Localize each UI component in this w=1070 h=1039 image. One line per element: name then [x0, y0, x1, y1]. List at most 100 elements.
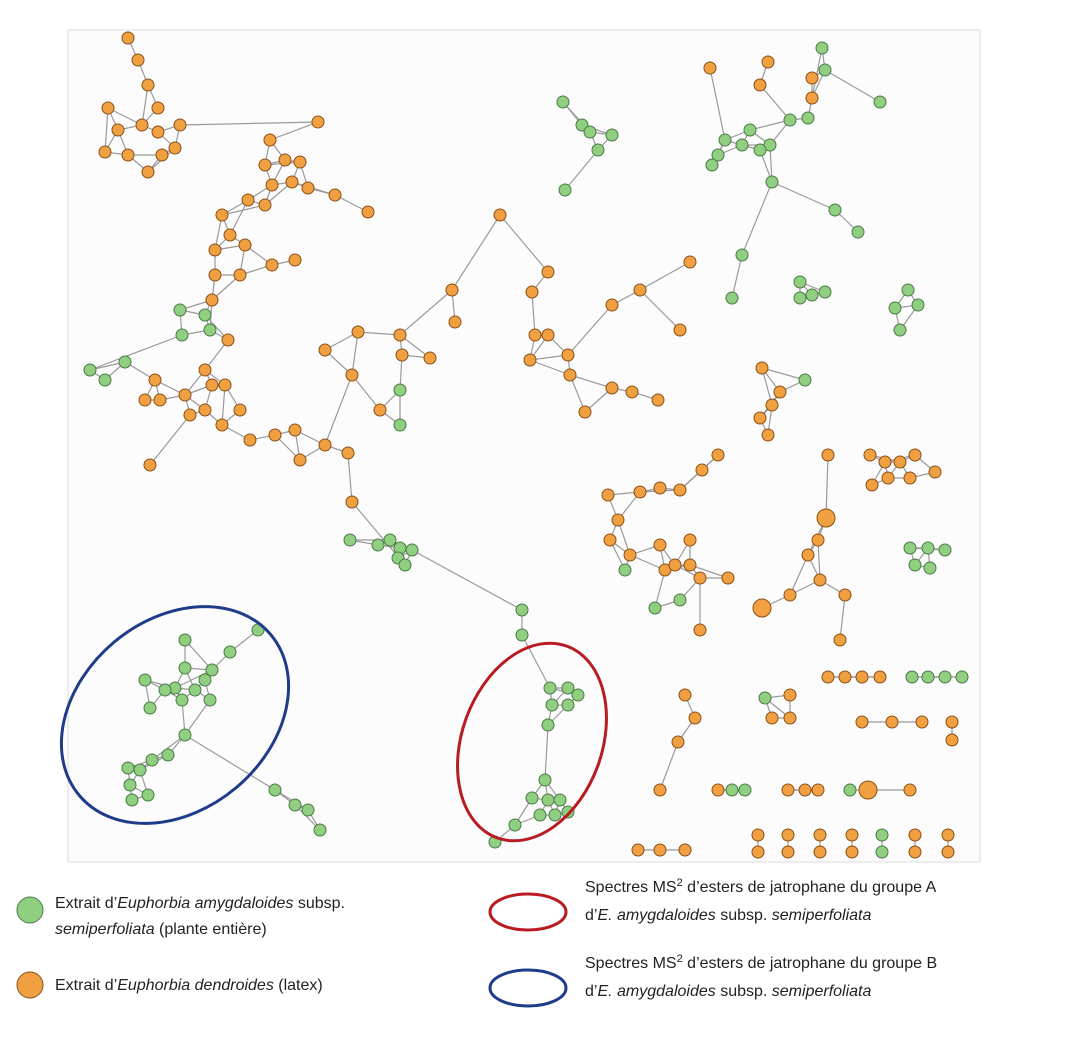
edge: [741, 181, 773, 256]
node: [198, 673, 212, 687]
node: [903, 541, 917, 555]
node: [285, 175, 299, 189]
node: [288, 253, 302, 267]
node: [393, 418, 407, 432]
node: [801, 548, 815, 562]
node: [941, 845, 955, 859]
node: [233, 268, 247, 282]
node: [893, 323, 907, 337]
node: [798, 783, 812, 797]
edge: [324, 374, 353, 446]
node: [215, 208, 229, 222]
node: [111, 123, 125, 137]
node: [155, 148, 169, 162]
node: [121, 761, 135, 775]
node: [383, 533, 397, 547]
node: [678, 688, 692, 702]
node: [805, 288, 819, 302]
legend-text: d’E. amygdaloides subsp. semiperfoliata: [585, 983, 871, 1000]
node: [881, 471, 895, 485]
node: [121, 148, 135, 162]
node: [653, 538, 667, 552]
node: [268, 428, 282, 442]
node: [278, 153, 292, 167]
edge: [174, 669, 213, 689]
node: [548, 808, 562, 822]
node: [141, 788, 155, 802]
node: [711, 783, 725, 797]
node: [908, 845, 922, 859]
node: [793, 291, 807, 305]
node: [765, 711, 779, 725]
node: [783, 711, 797, 725]
node: [525, 791, 539, 805]
node: [843, 783, 857, 797]
node: [168, 141, 182, 155]
node: [515, 603, 529, 617]
node: [538, 773, 552, 787]
node: [753, 78, 767, 92]
node: [173, 118, 187, 132]
node: [603, 533, 617, 547]
node: [845, 845, 859, 859]
node: [515, 628, 529, 642]
edge: [567, 304, 613, 356]
edge: [521, 634, 551, 689]
node: [215, 418, 229, 432]
node: [781, 783, 795, 797]
node: [783, 688, 797, 702]
edge: [411, 549, 523, 611]
node: [301, 803, 315, 817]
node: [816, 508, 836, 528]
node: [561, 681, 575, 695]
node: [98, 145, 112, 159]
edge: [789, 554, 809, 596]
legend-green-swatch: [16, 896, 44, 924]
edge: [499, 214, 549, 273]
node: [311, 115, 325, 129]
edge: [544, 724, 549, 781]
node: [818, 285, 832, 299]
node: [101, 101, 115, 115]
node: [611, 513, 625, 527]
edge: [221, 384, 226, 426]
node: [121, 31, 135, 45]
node: [673, 483, 687, 497]
node: [143, 701, 157, 715]
edge: [149, 414, 191, 466]
node: [288, 798, 302, 812]
node: [145, 753, 159, 767]
node: [373, 403, 387, 417]
node: [153, 393, 167, 407]
node: [793, 275, 807, 289]
node: [313, 823, 327, 837]
node: [711, 448, 725, 462]
edge: [759, 84, 791, 121]
node: [683, 533, 697, 547]
node: [651, 393, 665, 407]
node: [845, 828, 859, 842]
node: [815, 41, 829, 55]
node: [175, 328, 189, 342]
node: [605, 381, 619, 395]
node: [878, 455, 892, 469]
node: [345, 368, 359, 382]
node: [371, 538, 385, 552]
node: [178, 388, 192, 402]
node: [908, 558, 922, 572]
node: [258, 198, 272, 212]
node: [703, 61, 717, 75]
node: [695, 463, 709, 477]
node: [813, 845, 827, 859]
node: [671, 735, 685, 749]
legend-text-part: subsp.: [716, 983, 772, 1000]
edge: [179, 121, 319, 126]
node: [818, 63, 832, 77]
edge: [709, 67, 726, 141]
edge: [184, 699, 211, 736]
node: [241, 193, 255, 207]
node: [151, 101, 165, 115]
node: [98, 373, 112, 387]
legend-text: semiperfoliata (plante entière): [55, 921, 267, 938]
node: [525, 285, 539, 299]
